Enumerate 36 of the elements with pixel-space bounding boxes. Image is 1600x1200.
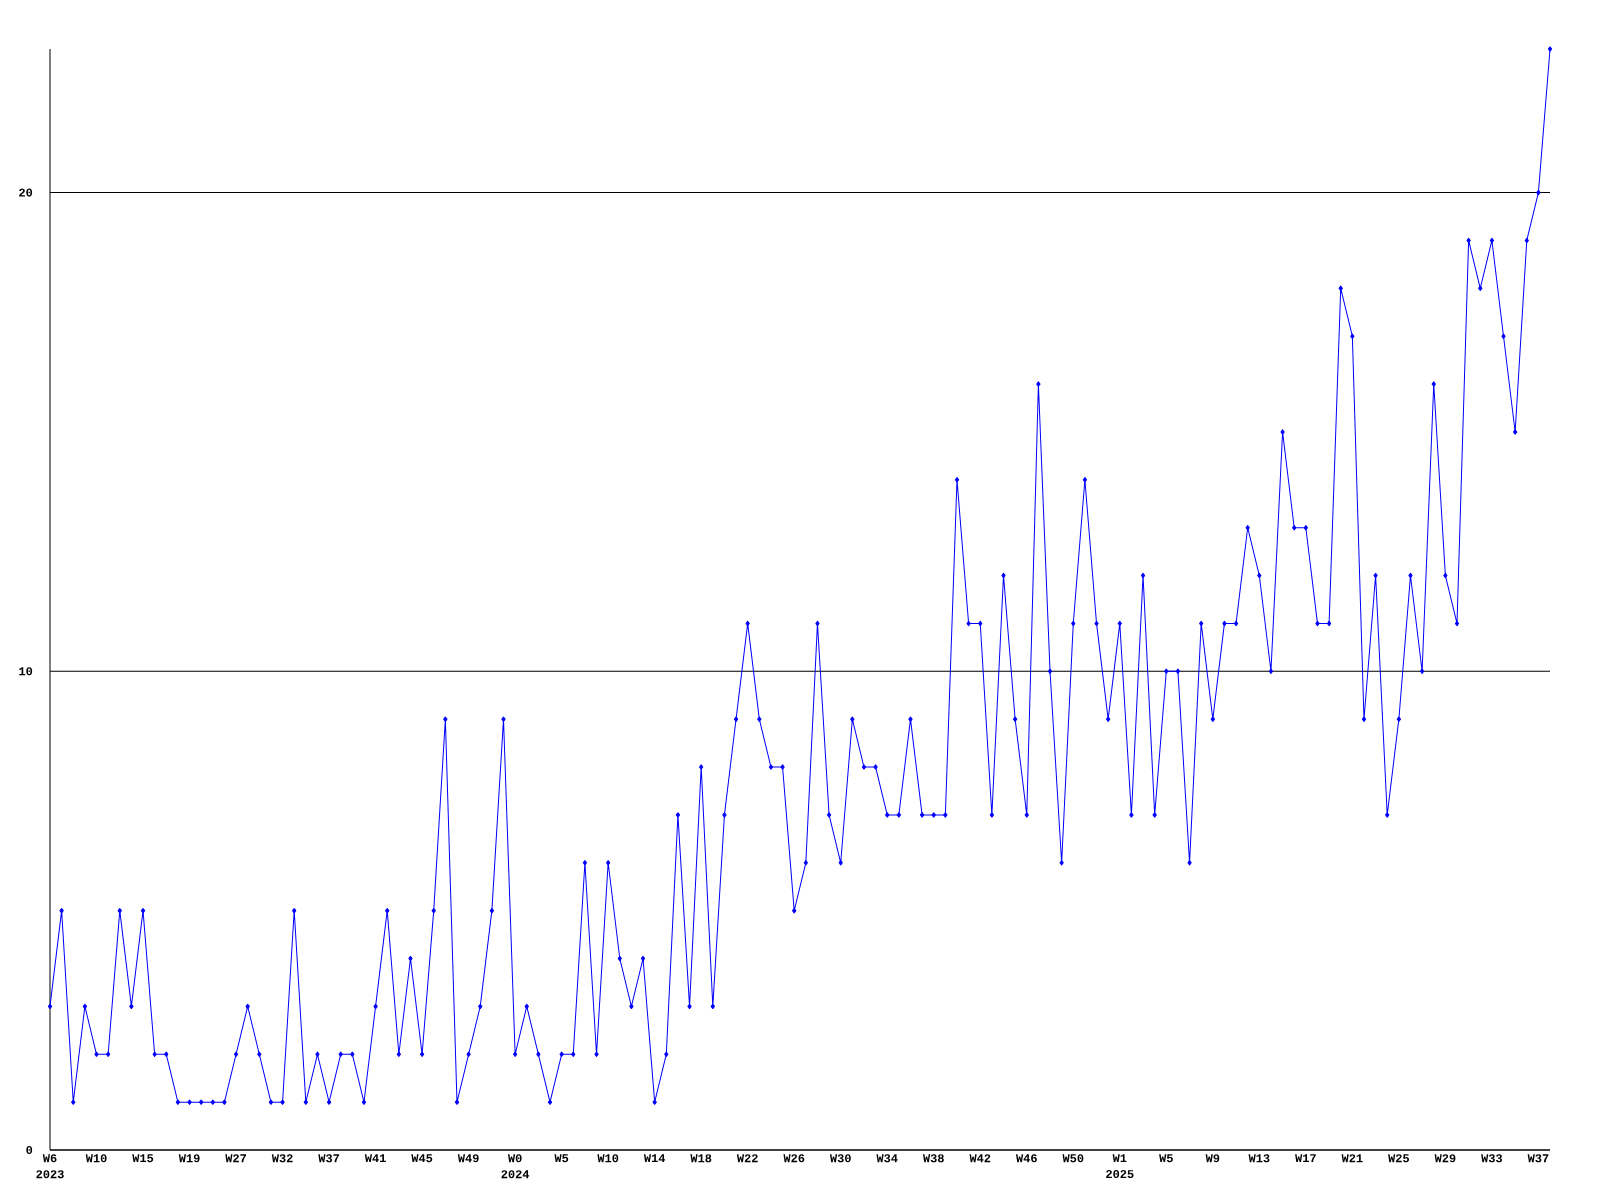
x-tick-label: W15: [132, 1154, 154, 1163]
x-tick-label: W10: [597, 1154, 619, 1163]
x-tick-label: W34: [876, 1154, 898, 1163]
y-tick-label: 20: [19, 188, 33, 197]
x-tick-label: W5: [1159, 1154, 1173, 1163]
x-tick-label: W27: [225, 1154, 247, 1163]
x-tick-label: W49: [457, 1154, 479, 1163]
x-tick-label: W37: [1527, 1154, 1549, 1163]
x-tick-label: W10: [85, 1154, 107, 1163]
x-tick-label: W5: [554, 1154, 569, 1163]
x-tick-label: W18: [690, 1154, 712, 1163]
x-tick-label: W19: [178, 1154, 200, 1163]
x-tick-label: W25: [1388, 1154, 1409, 1163]
x-tick-label: W22: [736, 1154, 758, 1163]
x-tick-label: W45: [411, 1154, 433, 1163]
y-tick-label: 10: [19, 667, 33, 676]
x-tick-label: W1 2025: [1106, 1154, 1134, 1179]
x-tick-label: W46: [1016, 1154, 1037, 1163]
x-tick-label: W37: [318, 1154, 340, 1163]
x-tick-label: W50: [1062, 1154, 1084, 1163]
x-tick-label: W6 2023: [36, 1154, 64, 1179]
x-tick-label: W17: [1295, 1154, 1316, 1163]
x-tick-label: W41: [364, 1154, 386, 1163]
x-tick-label: W29: [1434, 1154, 1456, 1163]
x-tick-label: W33: [1481, 1154, 1503, 1163]
x-tick-label: W14: [643, 1154, 666, 1163]
x-tick-label: W9: [1205, 1154, 1220, 1163]
x-tick-label: W42: [969, 1154, 991, 1163]
y-tick-label: 0: [26, 1145, 33, 1155]
x-tick-label: W30: [829, 1154, 851, 1163]
x-tick-label: W26: [783, 1154, 805, 1163]
x-tick-label: W38: [922, 1154, 944, 1163]
x-tick-label: W0 2024: [501, 1154, 530, 1179]
x-tick-label: W13: [1248, 1154, 1270, 1163]
x-tick-label: W21: [1341, 1154, 1363, 1163]
x-tick-label: W32: [271, 1154, 293, 1163]
